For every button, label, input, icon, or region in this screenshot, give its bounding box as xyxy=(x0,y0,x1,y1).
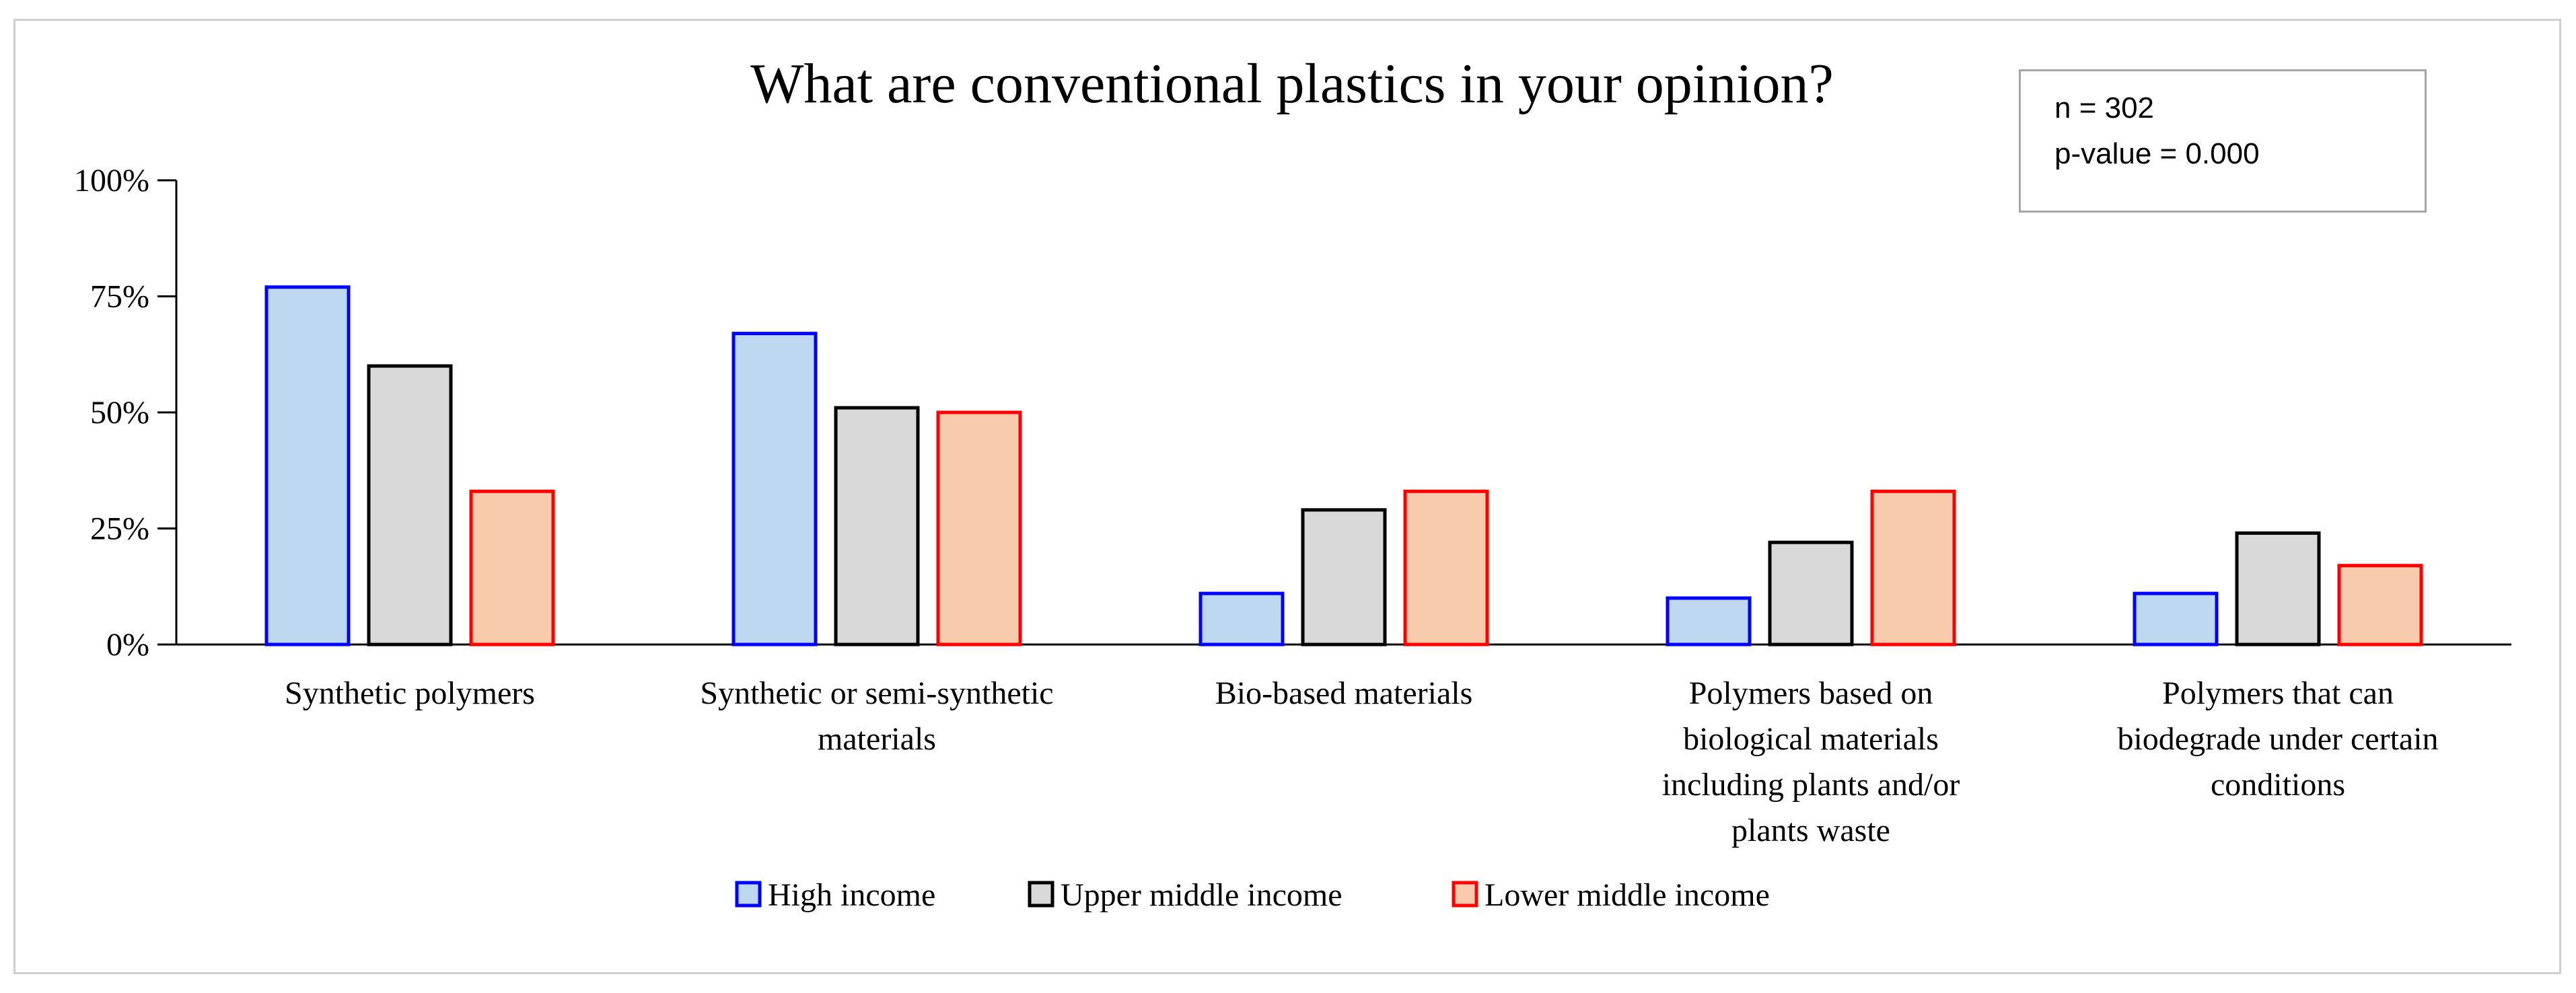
category-label: Polymers that can xyxy=(2162,675,2394,711)
bars xyxy=(264,285,2423,647)
legend: High income Upper middle income Lower midd… xyxy=(735,877,1770,913)
bar-lower-middle-income xyxy=(1870,489,1956,647)
bar-lower-middle-income xyxy=(1403,489,1489,647)
category-label: Bio-based materials xyxy=(1215,675,1473,711)
bar-high-income xyxy=(731,332,818,647)
y-tick-label: 0% xyxy=(106,627,149,663)
stats-box: n = 302 p-value = 0.000 xyxy=(2019,69,2427,213)
bar-high-income xyxy=(1198,591,1285,647)
category-label: including plants and/or xyxy=(1662,767,1960,803)
y-tick-label: 100% xyxy=(74,163,149,198)
bar-upper-middle-income xyxy=(1301,508,1387,647)
legend-swatch xyxy=(735,881,762,908)
bar-lower-middle-income xyxy=(469,489,555,647)
bar-high-income xyxy=(1666,596,1752,647)
category-label: biodegrade under certain xyxy=(2117,721,2438,757)
category-label: Synthetic or semi-synthetic xyxy=(700,675,1053,711)
legend-label: Upper middle income xyxy=(1061,877,1343,913)
bar-upper-middle-income xyxy=(2235,531,2321,647)
bar-upper-middle-income xyxy=(367,364,453,647)
legend-label: High income xyxy=(768,877,935,913)
bar-lower-middle-income xyxy=(936,410,1022,647)
chart-title: What are conventional plastics in your o… xyxy=(750,52,1834,115)
bar-high-income xyxy=(264,285,351,647)
category-label: Polymers based on xyxy=(1689,675,1933,711)
bar-upper-middle-income xyxy=(834,406,920,647)
category-label: conditions xyxy=(2211,767,2345,803)
category-labels: Synthetic polymers Synthetic or semi-synt… xyxy=(285,675,2439,848)
y-tick-label: 50% xyxy=(90,395,149,431)
p-value-label: p-value = 0.000 xyxy=(2054,137,2260,170)
sample-size-label: n = 302 xyxy=(2054,91,2155,124)
bar-upper-middle-income xyxy=(1768,540,1854,647)
legend-swatch xyxy=(1028,881,1054,908)
bar-high-income xyxy=(2133,591,2219,647)
category-label: plants waste xyxy=(1731,813,1890,848)
bar-lower-middle-income xyxy=(2337,564,2423,647)
legend-label: Lower middle income xyxy=(1484,877,1770,913)
category-label: materials xyxy=(818,721,936,757)
category-label: Synthetic polymers xyxy=(285,675,535,711)
y-tick-label: 75% xyxy=(90,279,149,315)
category-label: biological materials xyxy=(1683,721,1939,757)
legend-swatch xyxy=(1452,881,1478,908)
y-tick-label: 25% xyxy=(90,511,149,547)
